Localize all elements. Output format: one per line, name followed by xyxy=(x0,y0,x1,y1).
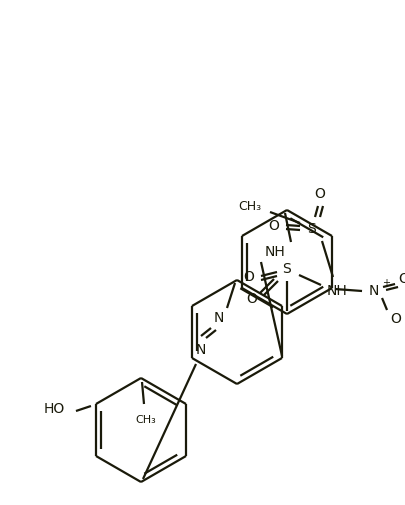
Text: S: S xyxy=(307,222,315,236)
Text: +: + xyxy=(381,278,389,288)
Text: N: N xyxy=(213,311,224,325)
Text: O: O xyxy=(246,292,257,306)
Text: HO: HO xyxy=(43,402,64,416)
Text: CH₃: CH₃ xyxy=(238,200,261,214)
Text: CH₃: CH₃ xyxy=(135,415,156,425)
Text: NH: NH xyxy=(264,245,285,259)
Text: N: N xyxy=(195,343,206,357)
Text: NH: NH xyxy=(326,284,347,298)
Text: O: O xyxy=(268,219,279,233)
Text: O: O xyxy=(398,272,405,286)
Text: O: O xyxy=(243,270,254,284)
Text: O: O xyxy=(390,312,401,326)
Text: S: S xyxy=(282,262,291,276)
Text: N: N xyxy=(368,284,378,298)
Text: O: O xyxy=(314,187,325,201)
